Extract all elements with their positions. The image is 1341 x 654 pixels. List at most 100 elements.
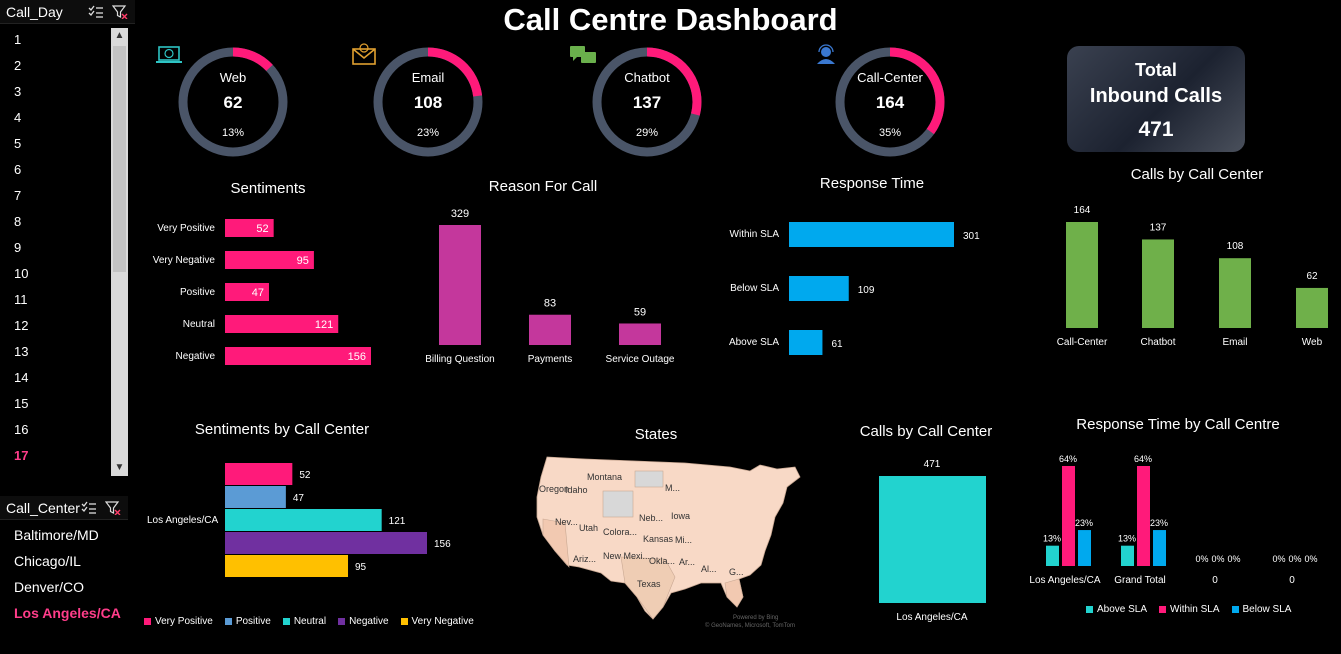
legend-label: Above SLA	[1097, 604, 1148, 615]
multi-select-icon[interactable]	[80, 500, 98, 516]
legend-item: Negative	[338, 616, 389, 627]
sentiments-title: Sentiments	[230, 180, 306, 197]
calls-bar[interactable]	[1066, 222, 1098, 328]
map-state-label: New Mexi...	[603, 551, 650, 561]
donut-email: Email 108 23%	[352, 43, 483, 157]
reason-label: Billing Question	[425, 354, 494, 365]
calls-single-bar[interactable]	[879, 476, 986, 603]
reason-chart: 329 Billing Question 83 Payments 59 Service O…	[425, 208, 675, 365]
reason-bar[interactable]	[619, 323, 661, 345]
resp-centre-bar[interactable]	[1153, 530, 1166, 566]
clear-filter-icon[interactable]	[111, 4, 129, 20]
call-day-item-11[interactable]: 11	[14, 292, 28, 307]
sentiment-bar[interactable]	[225, 347, 371, 365]
resp-centre-bar[interactable]	[1078, 530, 1091, 566]
sentiment-center-bar[interactable]	[225, 486, 286, 508]
clear-filter-icon[interactable]	[104, 500, 122, 516]
scroll-down-icon[interactable]: ▼	[114, 462, 125, 473]
sentiment-center-bar[interactable]	[225, 463, 293, 485]
sentiment-bar[interactable]	[225, 283, 269, 301]
sentiment-center-bar[interactable]	[225, 532, 427, 554]
map-state-label: Ariz...	[573, 554, 596, 564]
sentiment-label: Very Negative	[153, 255, 216, 266]
call-center-item-los-angeles-ca[interactable]: Los Angeles/CA	[14, 605, 121, 621]
reason-value: 83	[544, 298, 556, 310]
calls-bar[interactable]	[1142, 239, 1174, 328]
map-state-label: Mi...	[675, 535, 692, 545]
call-day-item-13[interactable]: 13	[14, 344, 29, 359]
call-day-item-12[interactable]: 12	[14, 318, 29, 333]
florida-state	[724, 578, 744, 608]
response-by-centre-chart: 13% 64% 23% Los Angeles/CA 13% 64% 23% Grand To…	[1029, 454, 1317, 586]
legend-label: Very Negative	[411, 616, 474, 627]
call-day-item-9[interactable]: 9	[14, 240, 22, 255]
resp-centre-value: 13%	[1118, 534, 1136, 544]
donut-value: 137	[633, 93, 661, 112]
call-day-item-2[interactable]: 2	[14, 58, 22, 73]
resp-centre-bar[interactable]	[1121, 545, 1134, 566]
calls-value: 62	[1306, 271, 1318, 282]
sentiment-bar[interactable]	[225, 219, 274, 237]
reason-value: 59	[634, 306, 646, 318]
resp-centre-bar[interactable]	[1137, 466, 1150, 566]
calls-by-center-single-chart: 471 Los Angeles/CA	[879, 459, 986, 623]
resp-centre-value: 64%	[1134, 454, 1152, 464]
call-center-item-denver-co[interactable]: Denver/CO	[14, 579, 85, 595]
donut-arc-web	[178, 47, 288, 157]
resp-centre-value: 0%	[1195, 554, 1208, 564]
legend-swatch	[400, 618, 408, 625]
resp-centre-value: 0%	[1288, 554, 1301, 564]
resp-centre-value: 0%	[1227, 554, 1240, 564]
response-value: 109	[858, 285, 875, 296]
call-day-item-4[interactable]: 4	[14, 110, 22, 125]
scroll-up-icon[interactable]: ▲	[114, 30, 125, 41]
reason-bar[interactable]	[439, 225, 481, 345]
call-day-scrollbar[interactable]: ▲ ▼	[111, 28, 128, 476]
sentiment-bar[interactable]	[225, 251, 314, 269]
sentiment-center-bar[interactable]	[225, 555, 349, 577]
multi-select-icon[interactable]	[87, 4, 105, 20]
call-day-item-16[interactable]: 16	[14, 422, 29, 437]
call-day-item-17[interactable]: 17	[14, 448, 29, 463]
legend-swatch	[1231, 606, 1239, 613]
calls-by-center-top-title: Calls by Call Center	[1130, 166, 1264, 183]
map-state-label: Colora...	[603, 527, 637, 537]
donut-label: Web	[220, 70, 247, 85]
resp-centre-value: 23%	[1075, 518, 1093, 528]
legend-item: Positive	[224, 616, 271, 627]
call-day-item-6[interactable]: 6	[14, 162, 22, 177]
sentiment-value: 52	[256, 223, 268, 235]
sentiment-center-category: Los Angeles/CA	[147, 515, 218, 526]
legend-item: Below SLA	[1231, 604, 1291, 615]
states-title: States	[634, 426, 678, 443]
sentiment-center-bar[interactable]	[225, 509, 382, 531]
call-day-item-14[interactable]: 14	[14, 370, 29, 385]
calls-bar[interactable]	[1219, 258, 1251, 328]
reason-bar[interactable]	[529, 314, 571, 345]
calls-bar[interactable]	[1296, 287, 1328, 328]
call-day-item-8[interactable]: 8	[14, 214, 22, 229]
call-center-item-baltimore-md[interactable]: Baltimore/MD	[14, 527, 99, 543]
response-bar[interactable]	[789, 222, 954, 247]
headset-icon	[817, 44, 835, 64]
legend-swatch	[144, 618, 151, 625]
call-day-item-10[interactable]: 10	[14, 266, 29, 281]
resp-centre-bar[interactable]	[1046, 545, 1059, 566]
grey-state-north-dakota	[634, 470, 664, 488]
sentiment-bar[interactable]	[225, 315, 339, 333]
donut-arc-call-center	[835, 47, 945, 157]
legend-label: Negative	[349, 616, 389, 627]
response-bar[interactable]	[789, 330, 823, 355]
call-day-item-7[interactable]: 7	[14, 188, 22, 203]
call-day-item-15[interactable]: 15	[14, 396, 29, 411]
legend-swatch	[282, 618, 290, 625]
call-center-item-chicago-il[interactable]: Chicago/IL	[14, 553, 81, 569]
call-day-item-5[interactable]: 5	[14, 136, 22, 151]
call-day-item-1[interactable]: 1	[14, 32, 22, 47]
resp-centre-bar[interactable]	[1062, 466, 1075, 566]
call-day-item-3[interactable]: 3	[14, 84, 22, 99]
response-bar[interactable]	[789, 276, 849, 301]
scroll-thumb[interactable]	[113, 46, 126, 272]
legend-label: Positive	[235, 616, 271, 627]
